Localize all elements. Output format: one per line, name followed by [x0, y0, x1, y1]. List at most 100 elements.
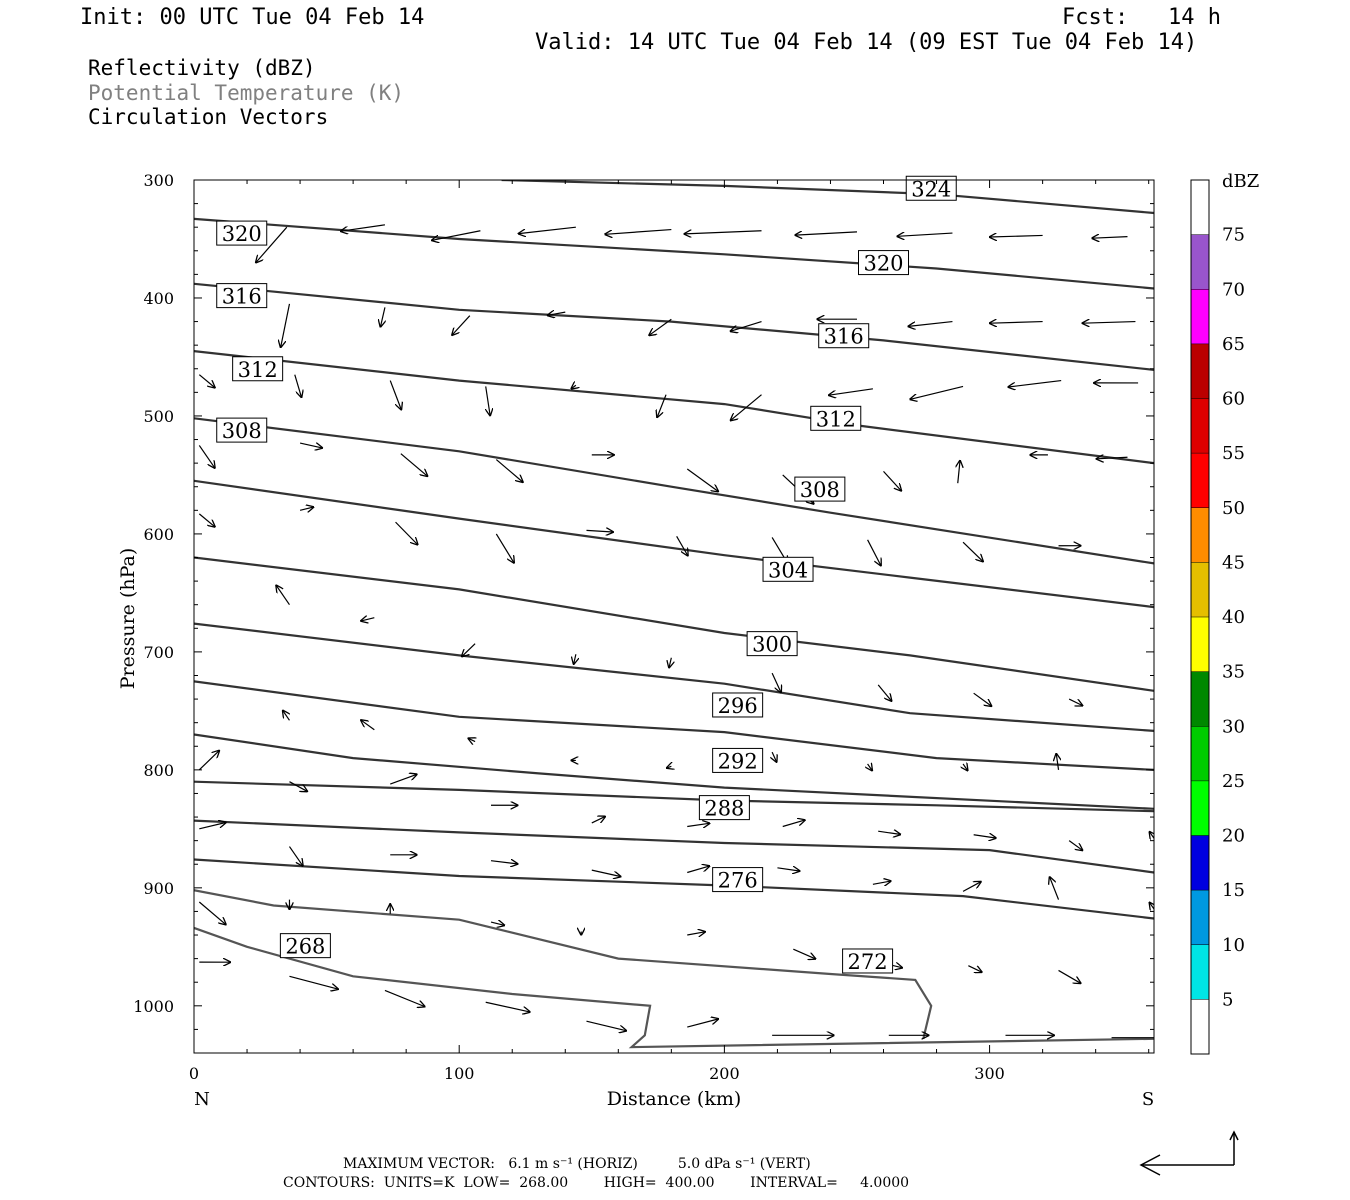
circulation-vector: [198, 445, 214, 467]
colorbar-swatch: [1191, 890, 1209, 945]
colorbar-label: 40: [1222, 607, 1245, 628]
contour-label: 312: [816, 407, 856, 431]
colorbar-label: 35: [1222, 662, 1245, 683]
colorbar-swatch: [1191, 780, 1209, 836]
y-tick-label: 500: [143, 407, 174, 426]
contour-label-box: [746, 631, 798, 657]
circulation-vector: [1097, 457, 1128, 459]
circulation-vector: [289, 975, 337, 989]
contour-label: 300: [752, 633, 792, 657]
circulation-vector: [390, 774, 416, 785]
colorbar-swatch: [1191, 289, 1209, 344]
colorbar-swatch: [1191, 398, 1209, 454]
circulation-vector: [872, 881, 891, 884]
y-tick-label: 1000: [133, 997, 174, 1016]
circulation-vector: [968, 965, 981, 972]
contour-label: 320: [863, 252, 903, 276]
circulation-vector: [685, 231, 762, 234]
circulation-vector: [1092, 237, 1128, 239]
circulation-vector: [256, 226, 288, 262]
circulation-vector: [973, 835, 996, 838]
y-axis-label: Pressure (hPa): [117, 548, 139, 690]
circulation-vector: [462, 643, 476, 657]
circulation-vector: [281, 303, 291, 347]
contour-label-box: [279, 933, 331, 959]
circulation-vector: [605, 228, 672, 235]
forecast-hour-label: Fcst: 14 h: [1062, 5, 1221, 30]
x-tick-label: 300: [974, 1064, 1005, 1083]
y-tick-label: 700: [143, 643, 174, 662]
circulation-vector: [341, 224, 386, 231]
contour-label-box: [712, 747, 764, 773]
circulation-vector: [294, 374, 302, 397]
theta-contour-272: [194, 889, 933, 1040]
circulation-vector: [687, 932, 705, 935]
contour-label-box: [842, 948, 894, 974]
circulation-vector: [777, 868, 799, 871]
circulation-vector: [910, 385, 964, 399]
circulation-vector: [288, 846, 302, 866]
circulation-vector: [958, 461, 960, 484]
x-end-label-north: N: [194, 1089, 210, 1110]
circulation-vector: [572, 385, 576, 388]
circulation-vector: [1008, 379, 1062, 387]
contour-label-box: [712, 867, 764, 893]
circulation-vector: [909, 320, 953, 327]
theta-contour-288: [194, 733, 1154, 810]
contour-label-box-left: [216, 283, 268, 309]
contour-label-box: [818, 323, 870, 349]
circulation-vector: [1050, 877, 1060, 900]
circulation-vector: [490, 861, 517, 864]
valid-time-label: Valid: 14 UTC Tue 04 Feb 14 (09 EST Tue …: [535, 30, 1198, 55]
colorbar-swatch: [1191, 835, 1209, 891]
contour-label-box: [858, 250, 910, 276]
circulation-vector: [731, 394, 762, 421]
circulation-vector: [452, 315, 471, 335]
x-tick-label: 200: [709, 1064, 740, 1083]
contour-label-box: [762, 556, 814, 582]
circulation-vector: [1068, 698, 1082, 705]
circulation-vector: [676, 535, 688, 555]
y-tick-label: 400: [143, 289, 174, 308]
y-tick-label: 300: [143, 171, 174, 190]
reference-vector-icon: [1139, 1130, 1239, 1176]
circulation-vector: [990, 235, 1043, 237]
circulation-vector: [490, 922, 504, 925]
circulation-vector: [782, 820, 805, 828]
circulation-vector: [299, 442, 322, 448]
contour-label-box-left: [216, 417, 268, 443]
circulation-vector: [793, 948, 815, 959]
colorbar-swatch: [1191, 343, 1209, 399]
circulation-vector: [649, 318, 672, 335]
circulation-vector: [731, 320, 762, 332]
circulation-vector: [868, 764, 872, 770]
colorbar-swatch: [1191, 562, 1209, 617]
x-tick-label: 0: [189, 1064, 199, 1083]
contour-label: 288: [704, 797, 744, 821]
theta-contour-268: [194, 926, 1154, 1049]
contours-note: CONTOURS: UNITS=K LOW= 268.00 HIGH= 400.…: [283, 1175, 910, 1191]
circulation-vector: [1056, 754, 1058, 770]
circulation-vector: [519, 226, 576, 233]
circulation-vector: [883, 470, 902, 490]
circulation-vector: [361, 618, 375, 621]
contour-label: 308: [800, 478, 840, 502]
circulation-vector: [878, 831, 900, 834]
theta-contour-312: [194, 350, 1154, 465]
circulation-vector: [495, 459, 522, 482]
contour-label-box: [794, 476, 846, 502]
theta-contour-316: [194, 282, 1154, 371]
contour-label: 304: [768, 558, 808, 582]
circulation-vector: [962, 882, 981, 892]
colorbar-unit: dBZ: [1222, 171, 1259, 192]
legend-reflectivity: Reflectivity (dBZ): [88, 56, 316, 80]
circulation-vector: [198, 901, 225, 924]
colorbar-label: 65: [1222, 334, 1245, 355]
circulation-vector: [198, 751, 219, 771]
circulation-vector: [687, 823, 709, 826]
plot-frame: [193, 179, 1155, 1054]
y-tick-label: 800: [143, 761, 174, 780]
circulation-vector: [591, 869, 621, 876]
colorbar-swatch: [1191, 944, 1209, 1000]
